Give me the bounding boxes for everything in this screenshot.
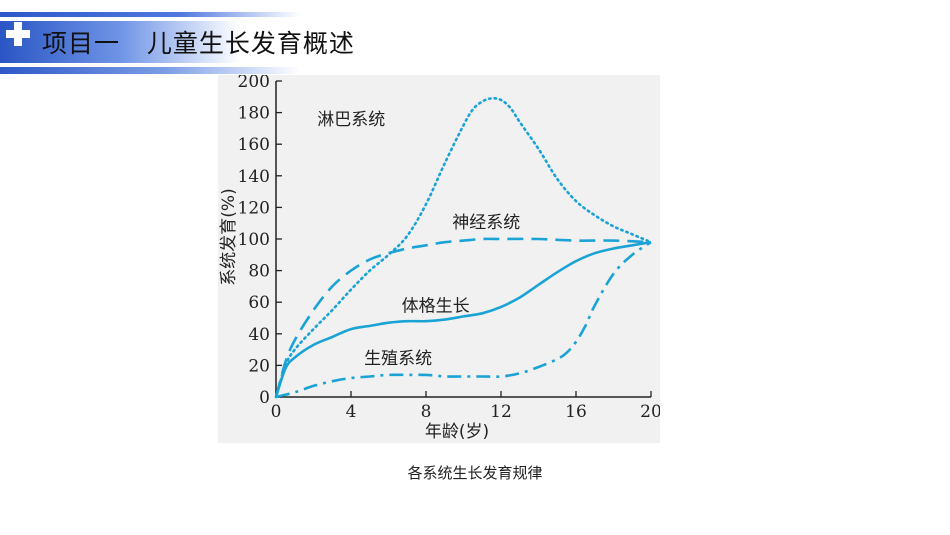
x-tick-label: 8 xyxy=(421,402,432,422)
x-tick-label: 4 xyxy=(346,402,357,422)
series-line-nervous xyxy=(274,237,652,398)
x-tick-label: 12 xyxy=(490,402,512,422)
series-label-reproductive: 生殖系统 xyxy=(364,349,432,369)
chart-panel: 0 20 40 60 80 100 120 140 160 180 200 0 4 8 12 16 20 淋巴系… xyxy=(218,75,660,443)
y-tick-label: 0 xyxy=(259,388,270,408)
title-banner xyxy=(0,12,300,74)
series-label-nervous: 神经系统 xyxy=(452,213,520,233)
y-tick-label: 200 xyxy=(238,75,270,92)
y-tick-label: 100 xyxy=(238,230,270,250)
chart-caption: 各系统生长发育规律 xyxy=(407,464,543,482)
y-tick-label: 160 xyxy=(238,135,270,155)
x-tick-label: 16 xyxy=(565,402,587,422)
series-label-lymphatic: 淋巴系统 xyxy=(317,110,385,130)
x-tick-label: 0 xyxy=(271,402,282,422)
series-line-lymphatic xyxy=(274,96,653,399)
x-axis-label: 年龄(岁) xyxy=(425,422,489,442)
y-tick-label: 120 xyxy=(238,198,270,218)
y-tick-label: 180 xyxy=(238,104,270,124)
growth-chart: 0 20 40 60 80 100 120 140 160 180 200 0 4 8 12 16 20 淋巴系… xyxy=(219,75,660,442)
series-line-physical xyxy=(274,240,652,398)
page-title: 项目一 儿童生长发育概述 xyxy=(42,29,355,58)
banner-bar xyxy=(0,21,300,63)
y-tick-label: 40 xyxy=(248,325,270,345)
y-tick-label: 140 xyxy=(238,167,270,187)
banner-stripe-bottom xyxy=(0,67,300,74)
y-tick-label: 20 xyxy=(248,356,270,376)
y-tick-label: 60 xyxy=(248,293,270,313)
plus-icon xyxy=(6,22,30,46)
y-tick-label: 80 xyxy=(248,262,270,282)
series-line-reproductive xyxy=(275,241,652,399)
y-axis-label: 系统发育(%) xyxy=(219,188,239,285)
series-label-physical: 体格生长 xyxy=(402,297,470,317)
banner-stripe-top xyxy=(0,12,300,17)
x-tick-label: 20 xyxy=(640,402,660,422)
